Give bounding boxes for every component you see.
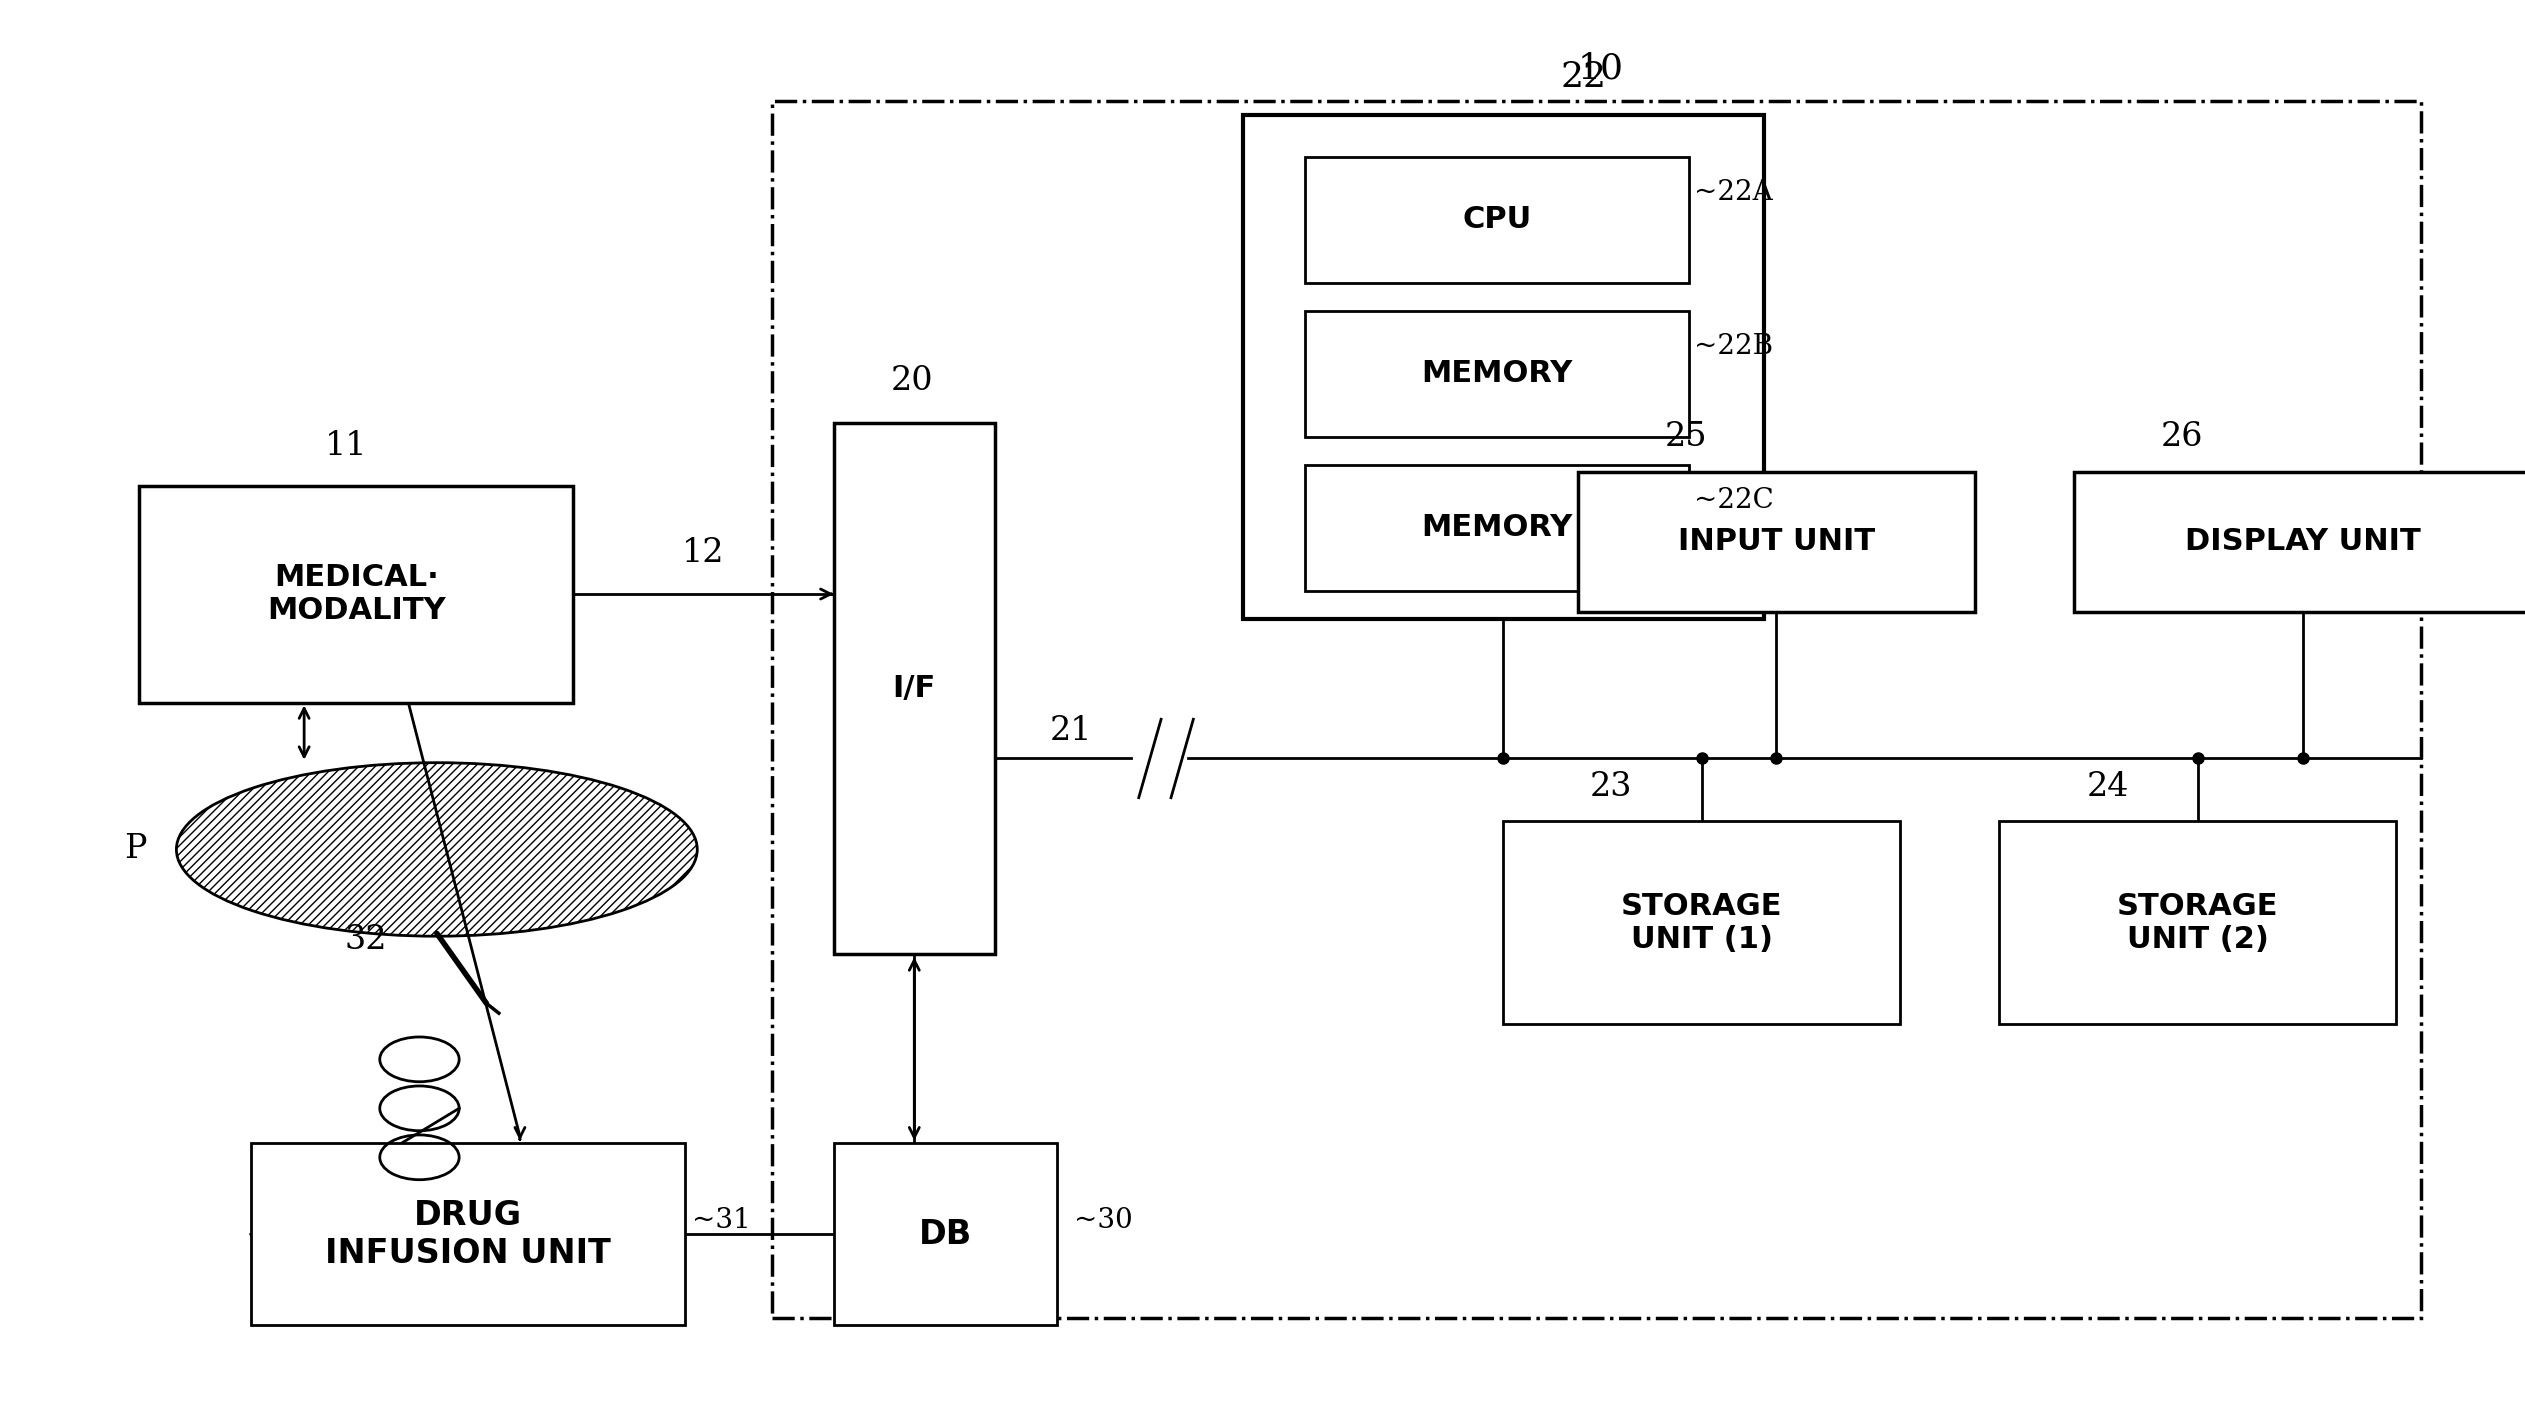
Text: I/F: I/F [894, 674, 937, 702]
Text: 23: 23 [1591, 771, 1634, 804]
Text: 25: 25 [1664, 422, 1707, 454]
Text: DISPLAY UNIT: DISPLAY UNIT [2184, 527, 2421, 556]
FancyBboxPatch shape [1305, 465, 1689, 590]
Ellipse shape [177, 763, 697, 936]
Text: MEMORY: MEMORY [1422, 513, 1573, 542]
Text: MEDICAL·
MODALITY: MEDICAL· MODALITY [268, 563, 444, 625]
FancyBboxPatch shape [139, 486, 573, 702]
Text: 26: 26 [2161, 422, 2204, 454]
Text: 21: 21 [1050, 715, 1091, 747]
FancyBboxPatch shape [250, 1144, 684, 1325]
Text: STORAGE
UNIT (1): STORAGE UNIT (1) [1621, 892, 1783, 954]
Text: INPUT UNIT: INPUT UNIT [1677, 527, 1874, 556]
Text: 12: 12 [682, 537, 725, 569]
Text: 11: 11 [326, 430, 369, 462]
FancyBboxPatch shape [2073, 472, 2525, 611]
Text: ~22B: ~22B [1694, 333, 1773, 360]
Text: CPU: CPU [1462, 205, 1533, 235]
Text: 32: 32 [346, 923, 386, 955]
FancyBboxPatch shape [1305, 157, 1689, 282]
Text: DRUG
INFUSION UNIT: DRUG INFUSION UNIT [326, 1198, 611, 1270]
FancyBboxPatch shape [1502, 822, 1901, 1024]
FancyBboxPatch shape [833, 423, 995, 954]
FancyBboxPatch shape [1242, 115, 1765, 618]
Text: ~31: ~31 [692, 1207, 750, 1234]
Text: ~22C: ~22C [1694, 486, 1775, 514]
FancyBboxPatch shape [833, 1144, 1058, 1325]
Text: 24: 24 [2086, 771, 2129, 804]
Text: 20: 20 [891, 365, 934, 398]
Text: 10: 10 [1578, 52, 1624, 86]
Text: MEMORY: MEMORY [1422, 360, 1573, 388]
Text: P: P [124, 833, 146, 865]
Text: STORAGE
UNIT (2): STORAGE UNIT (2) [2116, 892, 2278, 954]
Text: ~22A: ~22A [1694, 178, 1773, 205]
Text: DB: DB [919, 1218, 972, 1250]
Text: ~30: ~30 [1073, 1207, 1134, 1234]
FancyBboxPatch shape [1305, 311, 1689, 437]
FancyBboxPatch shape [2000, 822, 2396, 1024]
FancyBboxPatch shape [1578, 472, 1975, 611]
Text: 22: 22 [1560, 60, 1606, 94]
